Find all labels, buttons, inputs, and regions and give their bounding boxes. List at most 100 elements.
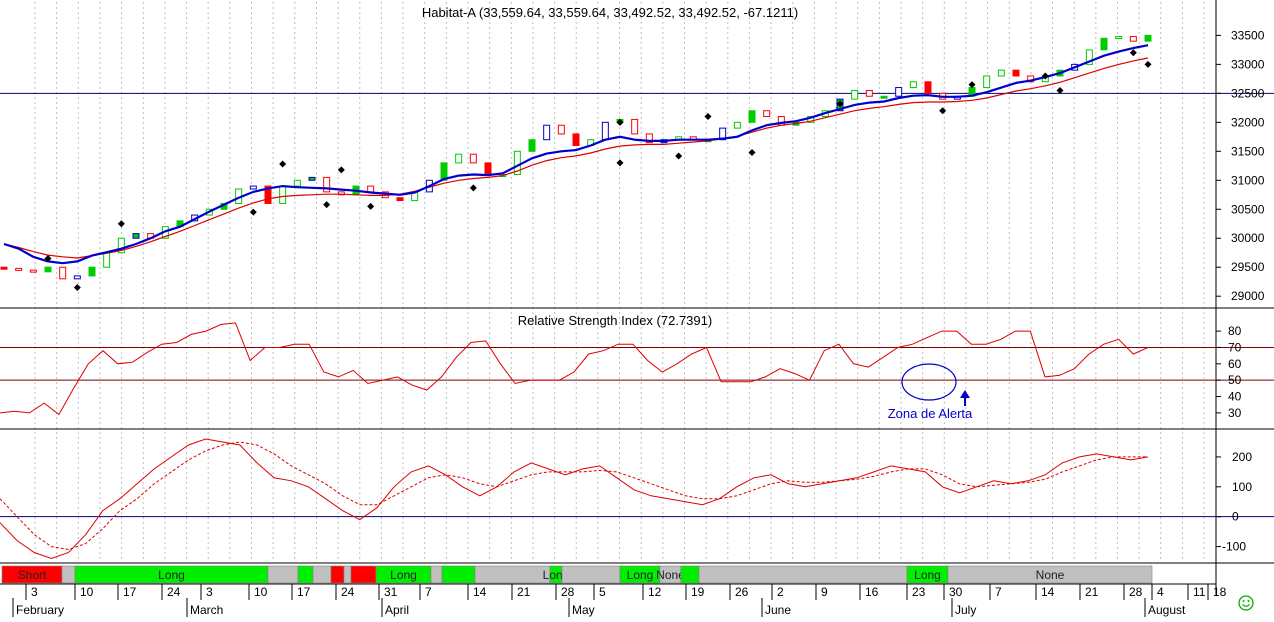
- price-candle: [484, 162, 492, 175]
- signal-segment-label: None: [1036, 568, 1065, 582]
- price-candle: [469, 153, 477, 164]
- signal-segment-short: [330, 565, 345, 584]
- price-tick-label: 33500: [1231, 28, 1265, 42]
- price-tick-label: 30500: [1231, 202, 1265, 216]
- price-candle: [396, 197, 404, 202]
- day-tick-label: 12: [648, 585, 662, 599]
- price-candle: [1100, 37, 1108, 51]
- signal-segment-long: [680, 565, 700, 584]
- signal-diamond-marker: [1056, 86, 1064, 94]
- price-candle: [132, 233, 140, 239]
- month-label: February: [16, 603, 64, 617]
- price-candle: [719, 127, 727, 141]
- day-tick-label: 4: [1157, 585, 1164, 599]
- day-tick-label: 5: [599, 585, 606, 599]
- signal-diamond-marker: [279, 160, 287, 168]
- signal-diamond-marker: [73, 284, 81, 292]
- price-candle: [851, 89, 859, 100]
- signal-diamond-marker: [1041, 72, 1049, 80]
- signal-diamond-marker: [117, 220, 125, 228]
- smiley-icon[interactable]: [1238, 595, 1254, 611]
- signal-diamond-marker: [968, 81, 976, 89]
- signal-segment-none: [561, 565, 621, 584]
- price-candle: [909, 81, 917, 89]
- signal-segment-short: [350, 565, 377, 584]
- month-label: July: [955, 603, 976, 617]
- signal-diamond-marker: [939, 107, 947, 115]
- price-candle: [645, 133, 653, 144]
- price-tick-label: 32000: [1231, 115, 1265, 129]
- price-candle: [1085, 49, 1093, 65]
- month-label: April: [385, 603, 409, 617]
- signal-diamond-marker: [1144, 60, 1152, 68]
- day-tick-label: 21: [1085, 585, 1099, 599]
- price-candle: [103, 252, 111, 268]
- oscillator-tick-label: 100: [1232, 480, 1252, 494]
- price-candle: [865, 89, 873, 97]
- oscillator-signal-line: [0, 441, 1148, 551]
- day-tick-label: 11: [1193, 585, 1206, 599]
- day-tick-label: 24: [167, 585, 181, 599]
- day-tick-label: 24: [341, 585, 355, 599]
- price-candle: [1115, 36, 1123, 40]
- signal-segment-none: [267, 565, 299, 584]
- signal-segment-none: [61, 565, 76, 584]
- month-label: June: [765, 603, 791, 617]
- oscillator-line: [0, 438, 1149, 560]
- day-tick-label: 23: [912, 585, 926, 599]
- rsi-tick-label: 40: [1228, 390, 1242, 404]
- signal-diamond-marker: [675, 152, 683, 160]
- day-tick-label: 17: [123, 585, 137, 599]
- price-candle: [0, 266, 8, 270]
- price-candle: [601, 121, 609, 141]
- up-arrow-icon: [960, 390, 970, 406]
- day-tick-label: 18: [1213, 585, 1227, 599]
- oscillator-tick-label: -100: [1222, 540, 1246, 554]
- price-candle: [59, 266, 67, 280]
- signal-bar: Short Long Long Long Long None Long None: [1, 565, 1153, 584]
- price-tick-label: 31000: [1231, 173, 1265, 187]
- price-candle: [733, 121, 741, 129]
- price-candle: [29, 269, 37, 273]
- oscillator-panel: -100 0 100 200: [0, 438, 1274, 560]
- signal-segment-none: [947, 565, 1153, 584]
- price-candle: [15, 267, 23, 271]
- vertical-gridlines: [34, 2, 1205, 562]
- price-candle: [528, 139, 536, 152]
- day-tick-label: 2: [777, 585, 784, 599]
- signal-segment-label: Long: [627, 568, 654, 582]
- signal-segment-none: [343, 565, 352, 584]
- signal-diamond-marker: [616, 118, 624, 126]
- signal-segment-long: [297, 565, 314, 584]
- signal-segment-label: None: [656, 568, 685, 582]
- price-panel-title: Habitat-A (33,559.64, 33,559.64, 33,492.…: [422, 5, 798, 20]
- rsi-tick-label: 70: [1228, 340, 1242, 354]
- signal-diamond-marker: [44, 255, 52, 263]
- signal-diamond-marker: [249, 208, 257, 216]
- price-candle: [924, 81, 932, 94]
- alert-label: Zona de Alerta: [888, 406, 973, 421]
- price-candle: [249, 185, 257, 190]
- oscillator-tick-label: 0: [1232, 510, 1239, 524]
- day-tick-label: 7: [425, 585, 432, 599]
- time-axis: 3 10 17 24 3 10 17 24 31 7 14 21 28 5 12 19 26 2 9 16 23 30 7 1…: [0, 583, 1227, 617]
- price-candle: [513, 150, 521, 175]
- price-candle: [631, 118, 639, 135]
- day-tick-label: 16: [865, 585, 879, 599]
- rsi-tick-label: 30: [1228, 406, 1242, 420]
- rsi-tick-label: 60: [1228, 357, 1242, 371]
- price-candle: [1012, 69, 1020, 77]
- price-candle: [997, 69, 1005, 77]
- day-tick-label: 9: [821, 585, 828, 599]
- signal-segment-label: Long: [158, 568, 185, 582]
- price-tick-label: 31500: [1231, 144, 1265, 158]
- signal-diamond-marker: [836, 100, 844, 108]
- price-candle: [1129, 36, 1137, 42]
- signal-diamond-marker: [337, 166, 345, 174]
- price-panel: 29000 29500 30000 30500 31000 31500 32000 32500…: [0, 28, 1274, 303]
- fast-moving-average-line: [3, 44, 1149, 265]
- price-candle: [44, 266, 52, 273]
- price-tick-label: 33000: [1231, 57, 1265, 71]
